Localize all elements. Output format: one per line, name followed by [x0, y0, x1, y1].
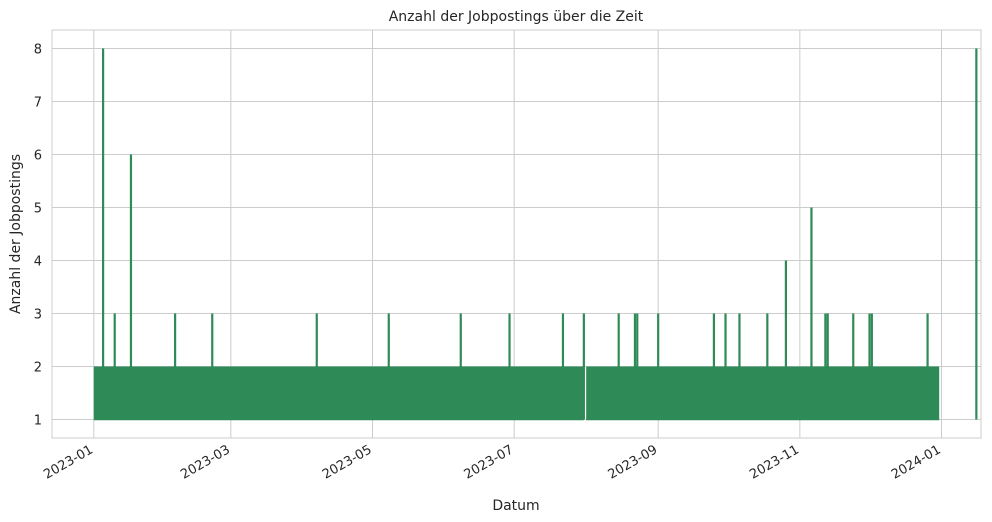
y-tick-label: 4: [34, 254, 42, 269]
y-axis-label: Anzahl der Jobpostings: [8, 154, 24, 314]
y-tick-label: 6: [34, 149, 42, 164]
y-tick-label: 7: [34, 96, 42, 111]
series-dense-range: [586, 366, 940, 420]
x-tick-label: 2023-01: [41, 442, 96, 482]
y-tick-label: 1: [34, 413, 42, 428]
x-ticks: 2023-01 2023-03 2023-05 2023-07 2023-09 2023-…: [41, 442, 943, 482]
chart-title: Anzahl der Jobpostings über die Zeit: [389, 9, 644, 25]
x-tick-label: 2023-03: [178, 442, 233, 482]
x-tick-label: 2023-05: [320, 442, 375, 482]
y-ticks: 1 2 3 4 5 6 7 8: [34, 43, 42, 429]
y-tick-label: 5: [34, 202, 42, 217]
y-tick-label: 2: [34, 360, 42, 375]
series-line: [93, 48, 978, 421]
x-tick-label: 2024-01: [889, 442, 944, 482]
y-tick-label: 8: [34, 43, 42, 58]
x-axis-label: Datum: [492, 498, 539, 514]
x-tick-label: 2023-11: [747, 442, 802, 482]
x-tick-label: 2023-07: [462, 442, 517, 482]
y-tick-label: 3: [34, 307, 42, 322]
x-tick-label: 2023-09: [606, 442, 661, 482]
